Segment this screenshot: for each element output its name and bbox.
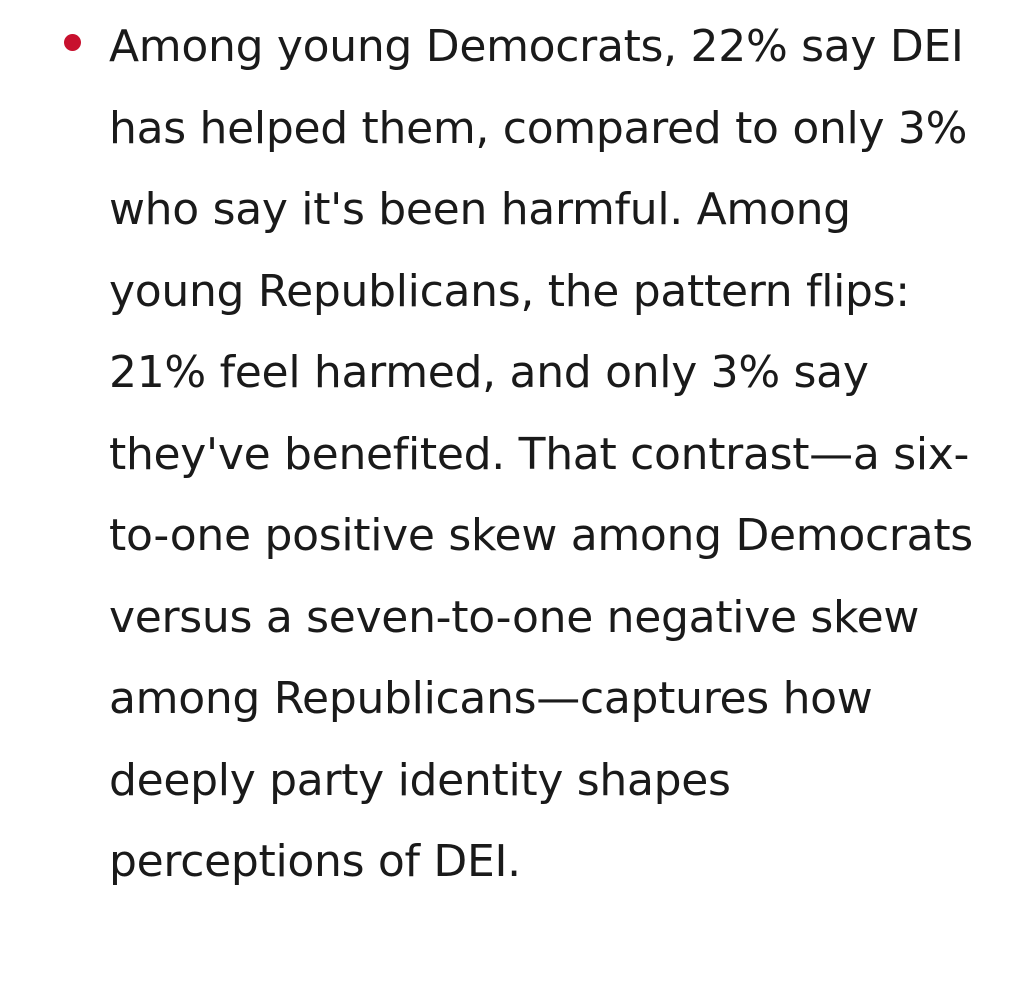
bullet-list: Among young Democrats, 22% say DEI has h… bbox=[64, 21, 973, 887]
list-item: Among young Democrats, 22% say DEI has h… bbox=[64, 21, 973, 887]
bullet-text: Among young Democrats, 22% say DEI has h… bbox=[109, 21, 973, 887]
bullet-dot-icon bbox=[64, 34, 81, 51]
